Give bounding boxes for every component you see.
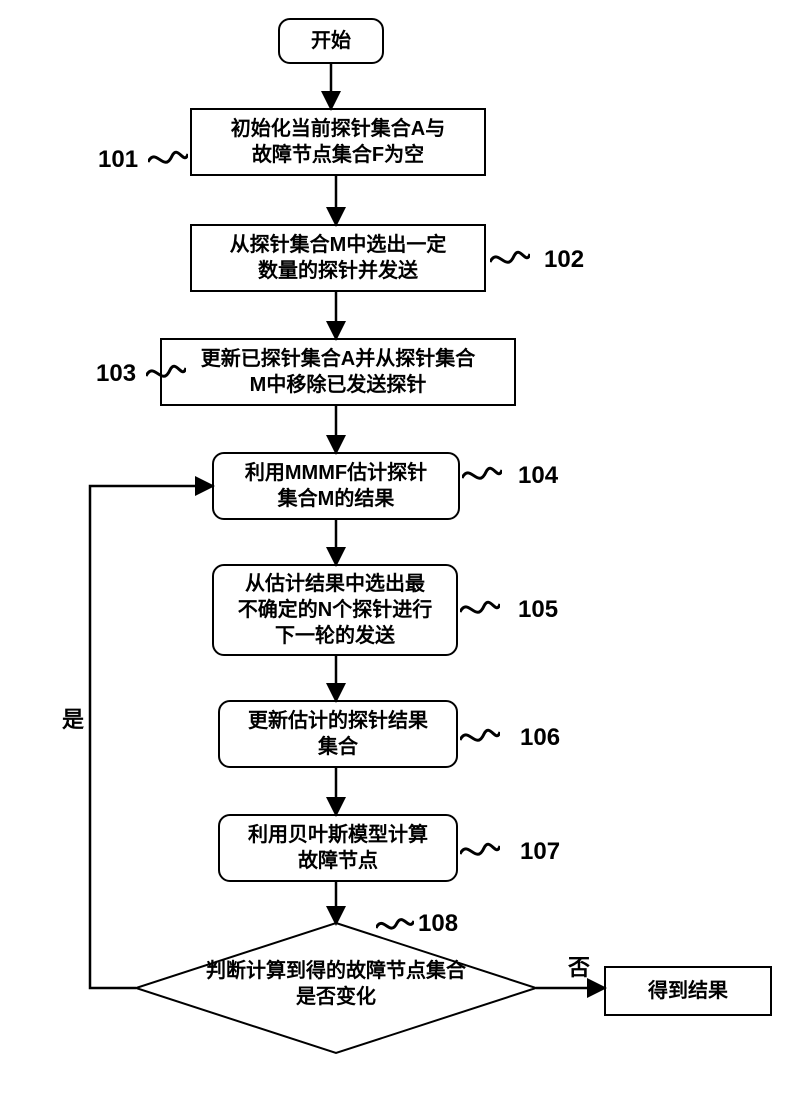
label-103: 103 — [96, 360, 136, 388]
step-107-text: 利用贝叶斯模型计算 故障节点 — [248, 822, 428, 874]
start-text: 开始 — [311, 28, 351, 54]
result-box: 得到结果 — [604, 966, 772, 1016]
decision-text: 判断计算到得的故障节点集合 是否变化 — [206, 960, 466, 1008]
label-101: 101 — [98, 146, 138, 174]
label-102: 102 — [544, 246, 584, 274]
step-101-text: 初始化当前探针集合A与 故障节点集合F为空 — [231, 116, 445, 168]
decision-text-container: 判断计算到得的故障节点集合 是否变化 — [166, 958, 506, 1010]
label-108: 108 — [418, 910, 458, 938]
label-107: 107 — [520, 838, 560, 866]
step-104-text: 利用MMMF估计探针 集合M的结果 — [245, 460, 427, 512]
step-105-box: 从估计结果中选出最 不确定的N个探针进行 下一轮的发送 — [212, 564, 458, 656]
tilde-107 — [460, 836, 500, 862]
step-102-box: 从探针集合M中选出一定 数量的探针并发送 — [190, 224, 486, 292]
step-105-text: 从估计结果中选出最 不确定的N个探针进行 下一轮的发送 — [238, 571, 432, 649]
yes-label: 是 — [62, 702, 84, 734]
tilde-108 — [376, 912, 414, 936]
step-103-box: 更新已探针集合A并从探针集合 M中移除已发送探针 — [160, 338, 516, 406]
step-106-text: 更新估计的探针结果 集合 — [248, 708, 428, 760]
tilde-102 — [490, 244, 530, 270]
tilde-104 — [462, 460, 502, 486]
step-101-box: 初始化当前探针集合A与 故障节点集合F为空 — [190, 108, 486, 176]
result-text: 得到结果 — [648, 978, 728, 1004]
label-104: 104 — [518, 462, 558, 490]
tilde-101 — [148, 144, 188, 170]
no-label: 否 — [568, 950, 590, 982]
step-102-text: 从探针集合M中选出一定 数量的探针并发送 — [230, 232, 447, 284]
label-105: 105 — [518, 596, 558, 624]
step-106-box: 更新估计的探针结果 集合 — [218, 700, 458, 768]
step-107-box: 利用贝叶斯模型计算 故障节点 — [218, 814, 458, 882]
step-103-text: 更新已探针集合A并从探针集合 M中移除已发送探针 — [201, 346, 475, 398]
start-node: 开始 — [278, 18, 384, 64]
tilde-106 — [460, 722, 500, 748]
tilde-105 — [460, 594, 500, 620]
step-104-box: 利用MMMF估计探针 集合M的结果 — [212, 452, 460, 520]
label-106: 106 — [520, 724, 560, 752]
